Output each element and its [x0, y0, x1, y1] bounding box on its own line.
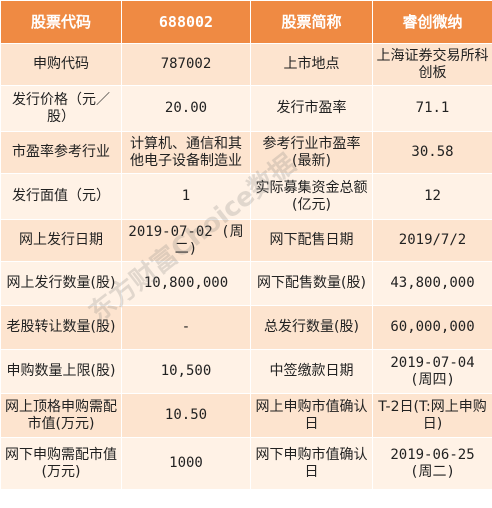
row-value: 71.1 — [372, 85, 492, 132]
row-value: 2019-07-02 (周二) — [121, 219, 251, 262]
row-value: 10,800,000 — [121, 261, 251, 306]
row-value: 12 — [372, 173, 492, 220]
row-value: T-2日(T:网上申购日) — [372, 393, 492, 438]
row-value: 2019-07-04 (周四) — [372, 349, 492, 394]
row-label: 上市地点 — [250, 43, 373, 86]
table-row: 申购数量上限(股) 10,500 中签缴款日期 2019-07-04 (周四) — [0, 349, 492, 394]
table-row: 发行价格（元／股） 20.00 发行市盈率 71.1 — [0, 85, 492, 132]
row-label: 发行面值（元） — [0, 173, 122, 220]
row-value: 43,800,000 — [372, 261, 492, 306]
header-value-stock-code: 688002 — [121, 0, 251, 44]
ipo-info-table: 股票代码 688002 股票简称 睿创微纳 申购代码 787002 上市地点 上… — [0, 0, 492, 490]
row-label: 网上发行日期 — [0, 219, 122, 262]
row-value: 2019/7/2 — [372, 219, 492, 262]
row-value: 10.50 — [121, 393, 251, 438]
row-value: 1 — [121, 173, 251, 220]
row-label: 网上发行数量(股) — [0, 261, 122, 306]
header-label-stock-name: 股票简称 — [250, 0, 373, 44]
row-label: 网上申购市值确认日 — [250, 393, 373, 438]
row-value: 1000 — [121, 437, 251, 490]
table-header-row: 股票代码 688002 股票简称 睿创微纳 — [0, 0, 492, 44]
row-label: 市盈率参考行业 — [0, 131, 122, 174]
table-row: 市盈率参考行业 计算机、通信和其他电子设备制造业 参考行业市盈率(最新) 30.… — [0, 131, 492, 174]
row-label: 申购数量上限(股) — [0, 349, 122, 394]
row-value: 2019-06-25 (周二) — [372, 437, 492, 490]
row-label: 网下配售日期 — [250, 219, 373, 262]
table-row: 发行面值（元） 1 实际募集资金总额(亿元) 12 — [0, 173, 492, 220]
row-value: 10,500 — [121, 349, 251, 394]
row-value: 787002 — [121, 43, 251, 86]
row-label: 发行价格（元／股） — [0, 85, 122, 132]
row-label: 总发行数量(股) — [250, 305, 373, 350]
table-row: 申购代码 787002 上市地点 上海证券交易所科创板 — [0, 43, 492, 86]
row-value: 20.00 — [121, 85, 251, 132]
header-label-stock-code: 股票代码 — [0, 0, 122, 44]
row-value: - — [121, 305, 251, 350]
table-row: 网上发行日期 2019-07-02 (周二) 网下配售日期 2019/7/2 — [0, 219, 492, 262]
table-row: 老股转让数量(股) - 总发行数量(股) 60,000,000 — [0, 305, 492, 350]
row-label: 实际募集资金总额(亿元) — [250, 173, 373, 220]
table-row: 网上顶格申购需配市值(万元) 10.50 网上申购市值确认日 T-2日(T:网上… — [0, 393, 492, 438]
row-label: 网上顶格申购需配市值(万元) — [0, 393, 122, 438]
row-label: 中签缴款日期 — [250, 349, 373, 394]
row-value: 上海证券交易所科创板 — [372, 43, 492, 86]
table-row: 网上发行数量(股) 10,800,000 网下配售数量(股) 43,800,00… — [0, 261, 492, 306]
table-row: 网下申购需配市值(万元) 1000 网下申购市值确认日 2019-06-25 (… — [0, 437, 492, 490]
row-label: 申购代码 — [0, 43, 122, 86]
row-value: 计算机、通信和其他电子设备制造业 — [121, 131, 251, 174]
row-label: 网下申购需配市值(万元) — [0, 437, 122, 490]
row-label: 网下配售数量(股) — [250, 261, 373, 306]
row-label: 网下申购市值确认日 — [250, 437, 373, 490]
row-label: 参考行业市盈率(最新) — [250, 131, 373, 174]
row-label: 发行市盈率 — [250, 85, 373, 132]
row-value: 60,000,000 — [372, 305, 492, 350]
row-label: 老股转让数量(股) — [0, 305, 122, 350]
header-value-stock-name: 睿创微纳 — [372, 0, 492, 44]
row-value: 30.58 — [372, 131, 492, 174]
